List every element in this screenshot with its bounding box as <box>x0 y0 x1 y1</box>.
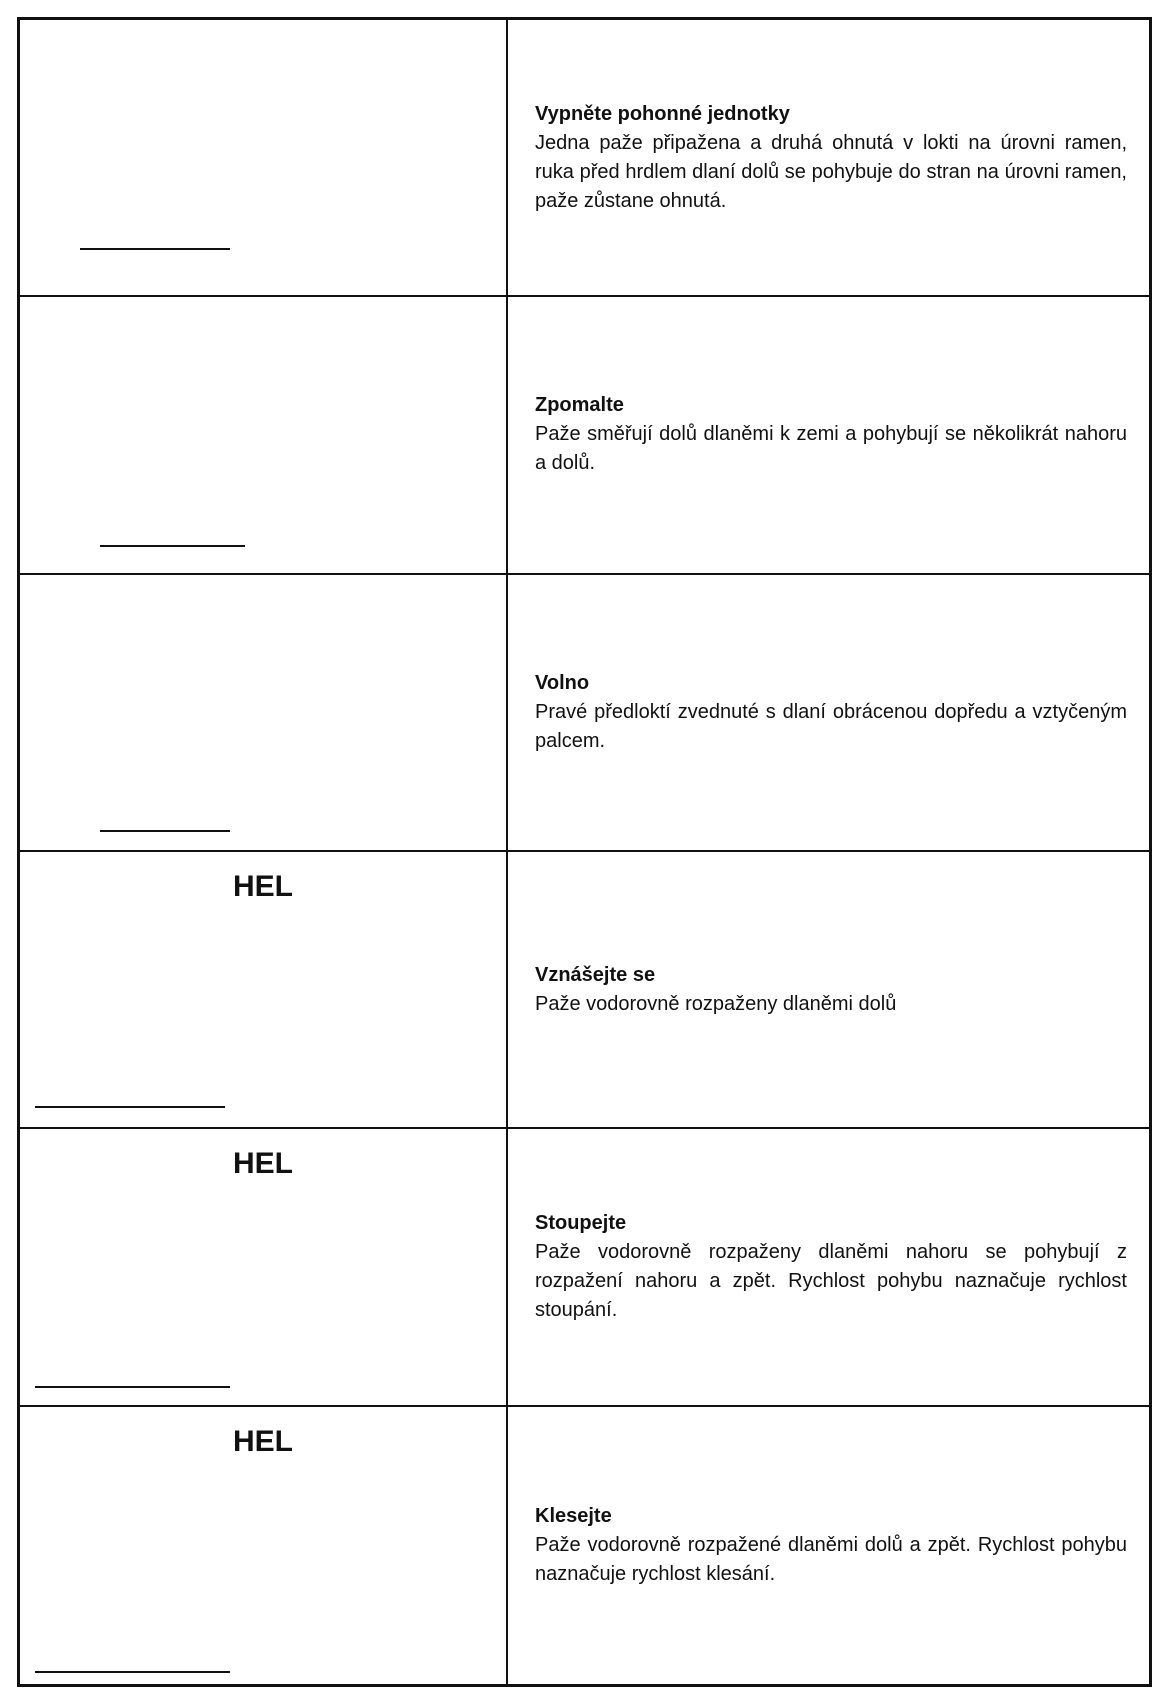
description-cell: Volno Pravé předloktí zvednuté s dlaní ob… <box>508 575 1149 850</box>
signal-description: Jedna paže připažena a druhá ohnutá v lo… <box>535 131 1127 212</box>
description-cell: Vypněte pohonné jednotky Jedna paže připa… <box>508 20 1149 295</box>
illustration <box>80 248 230 250</box>
aircraft-label: HEL <box>233 1147 293 1181</box>
description-cell: Vznášejte se Paže vodorovně rozpaženy dla… <box>508 852 1149 1127</box>
signal-title: Zpomalte <box>535 394 624 417</box>
illustration <box>35 1670 230 1673</box>
signal-description: Paže vodorovně rozpaženy dlaněmi dolů <box>535 992 897 1015</box>
signal-table: Vypněte pohonné jednotky Jedna paže připa… <box>17 17 1152 1687</box>
signal-title: Vznášejte se <box>535 963 656 986</box>
signal-description: Pravé předloktí zvednuté s dlaní obrácen… <box>535 700 1127 752</box>
table-row: HEL Klesejte Paže vodorovně rozpažené dlan… <box>20 1406 1149 1684</box>
signal-title: Volno <box>535 671 590 694</box>
aircraft-label: HEL <box>233 1424 293 1458</box>
illustration-cell <box>20 20 508 296</box>
signal-description: Paže vodorovně rozpažené dlaněmi dolů a … <box>535 1533 1127 1585</box>
illustration-cell: HEL <box>20 852 508 1128</box>
illustration <box>35 1106 225 1108</box>
table-row: Volno Pravé předloktí zvednuté s dlaní ob… <box>20 574 1149 852</box>
aircraft-label: HEL <box>233 870 293 903</box>
signal-title: Klesejte <box>535 1504 612 1527</box>
description-cell: Klesejte Paže vodorovně rozpažené dlaněmi… <box>508 1407 1149 1684</box>
table-row: Vypněte pohonné jednotky Jedna paže připa… <box>20 20 1149 298</box>
illustration-cell <box>20 297 508 573</box>
illustration <box>35 1386 230 1389</box>
signal-description: Paže směřují dolů dlaněmi k zemi a pohyb… <box>535 423 1127 475</box>
illustration-cell <box>20 574 508 850</box>
illustration <box>100 829 230 832</box>
illustration-cell: HEL <box>20 1129 508 1405</box>
description-cell: Stoupejte Paže vodorovně rozpaženy dlaněm… <box>508 1129 1149 1404</box>
table-row: HEL Vznášejte se Paže vodorovně rozpaženy … <box>20 852 1149 1130</box>
illustration <box>100 545 245 548</box>
signal-title: Vypněte pohonné jednotky <box>535 102 790 125</box>
table-row: Zpomalte Paže směřují dolů dlaněmi k zemi… <box>20 297 1149 575</box>
illustration-cell: HEL <box>20 1406 508 1684</box>
description-cell: Zpomalte Paže směřují dolů dlaněmi k zemi… <box>508 297 1149 572</box>
table-row: HEL Stoupejte Paže vodorovně rozpaženy dla… <box>20 1129 1149 1407</box>
signal-description: Paže vodorovně rozpaženy dlaněmi nahoru … <box>535 1240 1127 1321</box>
signal-title: Stoupejte <box>535 1211 627 1234</box>
